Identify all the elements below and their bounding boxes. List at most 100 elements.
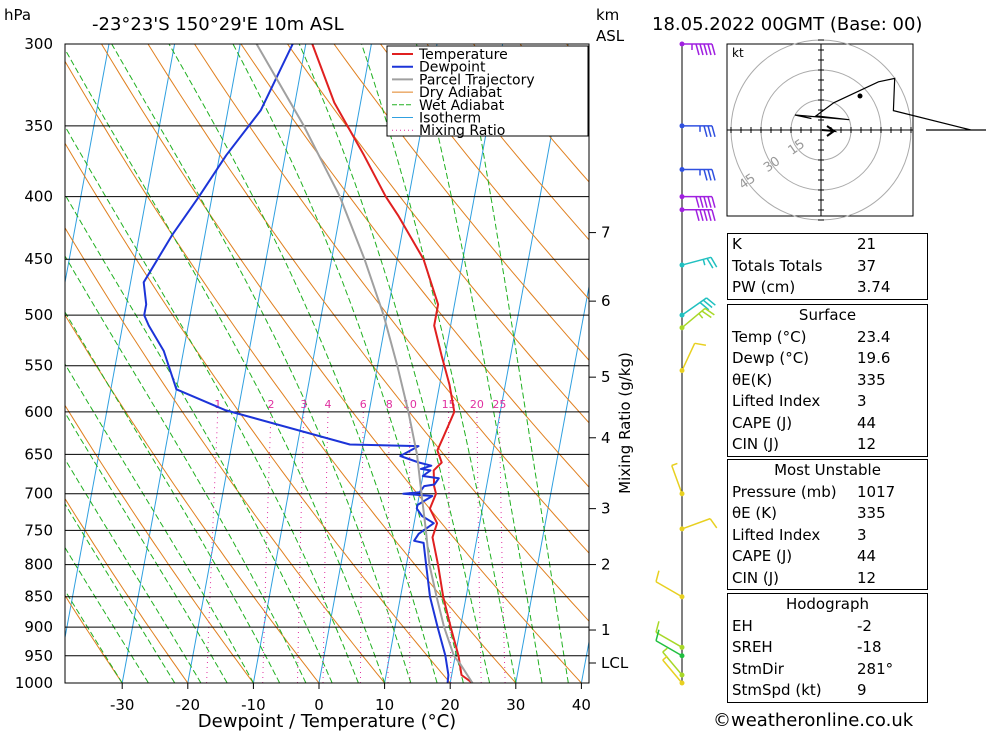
height-tick-label: 3 [601, 500, 611, 518]
wind-level-dot [679, 325, 685, 331]
pressure-label: 600 [24, 403, 53, 421]
wind-barb-staff [681, 256, 712, 266]
hodograph-trace [794, 77, 986, 131]
mixing-ratio-line [322, 411, 329, 683]
footer-credit[interactable]: ©weatheronline.co.uk [713, 710, 914, 731]
height-tick-label: LCL [601, 654, 629, 672]
mixing-ratio-line [387, 411, 390, 683]
legend-label: Parcel Trajectory [419, 72, 535, 88]
datetime-title: 18.05.2022 00GMT (Base: 00) [652, 14, 922, 35]
dry-adiabat-line [333, 44, 589, 361]
x-tick-label: -10 [241, 696, 266, 714]
wind-barb-feather [699, 209, 704, 221]
index-label: Totals Totals [732, 256, 823, 275]
wind-barb-staff [655, 631, 683, 648]
pressure-lines [65, 43, 589, 684]
pressure-label: 800 [24, 556, 53, 574]
series-line-parcel-trajectory [255, 44, 474, 683]
pressure-label: 400 [24, 188, 53, 206]
wind-barb-feather [709, 518, 718, 529]
mu-label: CAPE (J) [732, 547, 793, 565]
wind-barb-staff [662, 651, 683, 676]
x-tick-label: 40 [572, 696, 591, 714]
surface-label: Dewp (°C) [732, 349, 810, 367]
wind-barb-staff [671, 465, 683, 494]
mu-label: θE (K) [732, 504, 777, 522]
surface-value: 23.4 [857, 327, 891, 346]
pressure-label: 850 [24, 588, 53, 606]
wind-barb-feather [704, 307, 715, 316]
pressure-label: 700 [24, 485, 53, 503]
dry-adiabat-line [65, 594, 123, 683]
mixing-ratio-line [206, 411, 219, 683]
wind-barb-feather [707, 196, 712, 208]
hodo-label: StmSpd (kt) [732, 681, 822, 699]
wind-level-dot [679, 526, 685, 532]
mixing-ratio-line [297, 411, 305, 683]
wind-level-dot [679, 594, 685, 600]
dry-adiabat-line [65, 226, 385, 683]
mixing-ratio-label: 8 [386, 398, 393, 411]
hodo-value: 9 [857, 681, 867, 699]
pressure-label: 300 [24, 35, 53, 53]
wind-barb-feather [703, 169, 708, 181]
wind-barbs [655, 41, 718, 686]
asl-label: ASL [596, 27, 625, 45]
x-tick-label: 30 [506, 696, 525, 714]
wind-level-dot [679, 194, 685, 200]
wind-level-dot [679, 491, 685, 497]
wet-adiabat-line [65, 589, 123, 683]
most-unstable-box: Most Unstable Pressure (mb) 1017 θE (K) 33… [727, 459, 928, 590]
pressure-label: 500 [24, 306, 53, 324]
wind-barb-feather [710, 256, 718, 268]
wet-adiabat-line [361, 44, 517, 683]
pressure-label: 450 [24, 250, 53, 268]
dry-adiabat-line [426, 44, 589, 241]
x-tick-label: 0 [314, 696, 324, 714]
wind-level-dot [679, 680, 685, 686]
isotherm-line [515, 283, 589, 683]
mixing-ratio-line [262, 411, 272, 683]
series-line-temperature [311, 44, 474, 683]
pressure-label: 1000 [15, 674, 53, 692]
wet-adiabat-line [65, 546, 149, 683]
pressure-label: 750 [24, 521, 53, 539]
mixing-ratio-label: 3 [300, 398, 307, 411]
dry-adiabat-line [65, 497, 189, 683]
index-value: 37 [857, 256, 877, 275]
wet-adiabat-line [65, 503, 176, 683]
wind-barb-feather [711, 169, 716, 181]
mixing-ratio-line [498, 411, 506, 683]
mixing-ratio-label: 6 [360, 398, 367, 411]
mu-value: 12 [857, 568, 877, 587]
mixing-ratio-label: 1 [214, 398, 221, 411]
wind-barb-feather [655, 621, 660, 633]
location-title: -23°23'S 150°29'E 10m ASL [92, 14, 344, 35]
mixing-ratio-line [359, 411, 364, 683]
storm-motion-arrow [821, 125, 838, 137]
series-line-dewpoint [142, 44, 450, 683]
wind-level-dot [679, 41, 685, 47]
wind-level-dot [679, 207, 685, 213]
wind-barb-feather [706, 257, 714, 269]
mu-value: 1017 [857, 482, 896, 501]
surface-value: 12 [857, 435, 877, 453]
wind-barb-staff [655, 640, 683, 657]
surface-label: θE(K) [732, 370, 773, 389]
wind-barb-feather [707, 43, 712, 56]
wind-level-dot [679, 644, 685, 650]
surface-value: 3 [857, 392, 867, 410]
pressure-label: 650 [24, 445, 53, 463]
surface-value: 44 [857, 413, 877, 432]
most-unstable-title: Most Unstable [774, 461, 881, 479]
mu-label: CIN (J) [732, 568, 780, 587]
wind-barb-feather [655, 629, 660, 641]
surface-box: Surface Temp (°C) 23.4 Dewp (°C) 19.6 θE(K… [727, 304, 928, 457]
wind-barb-feather [711, 209, 716, 221]
wind-level-dot [679, 166, 685, 172]
dry-adiabat-line [380, 44, 589, 300]
wind-barb-feather [703, 125, 708, 138]
legend-label: Isotherm [419, 111, 481, 127]
indices-box: K 21 Totals Totals 37 PW (cm) 3.74 [727, 233, 928, 300]
